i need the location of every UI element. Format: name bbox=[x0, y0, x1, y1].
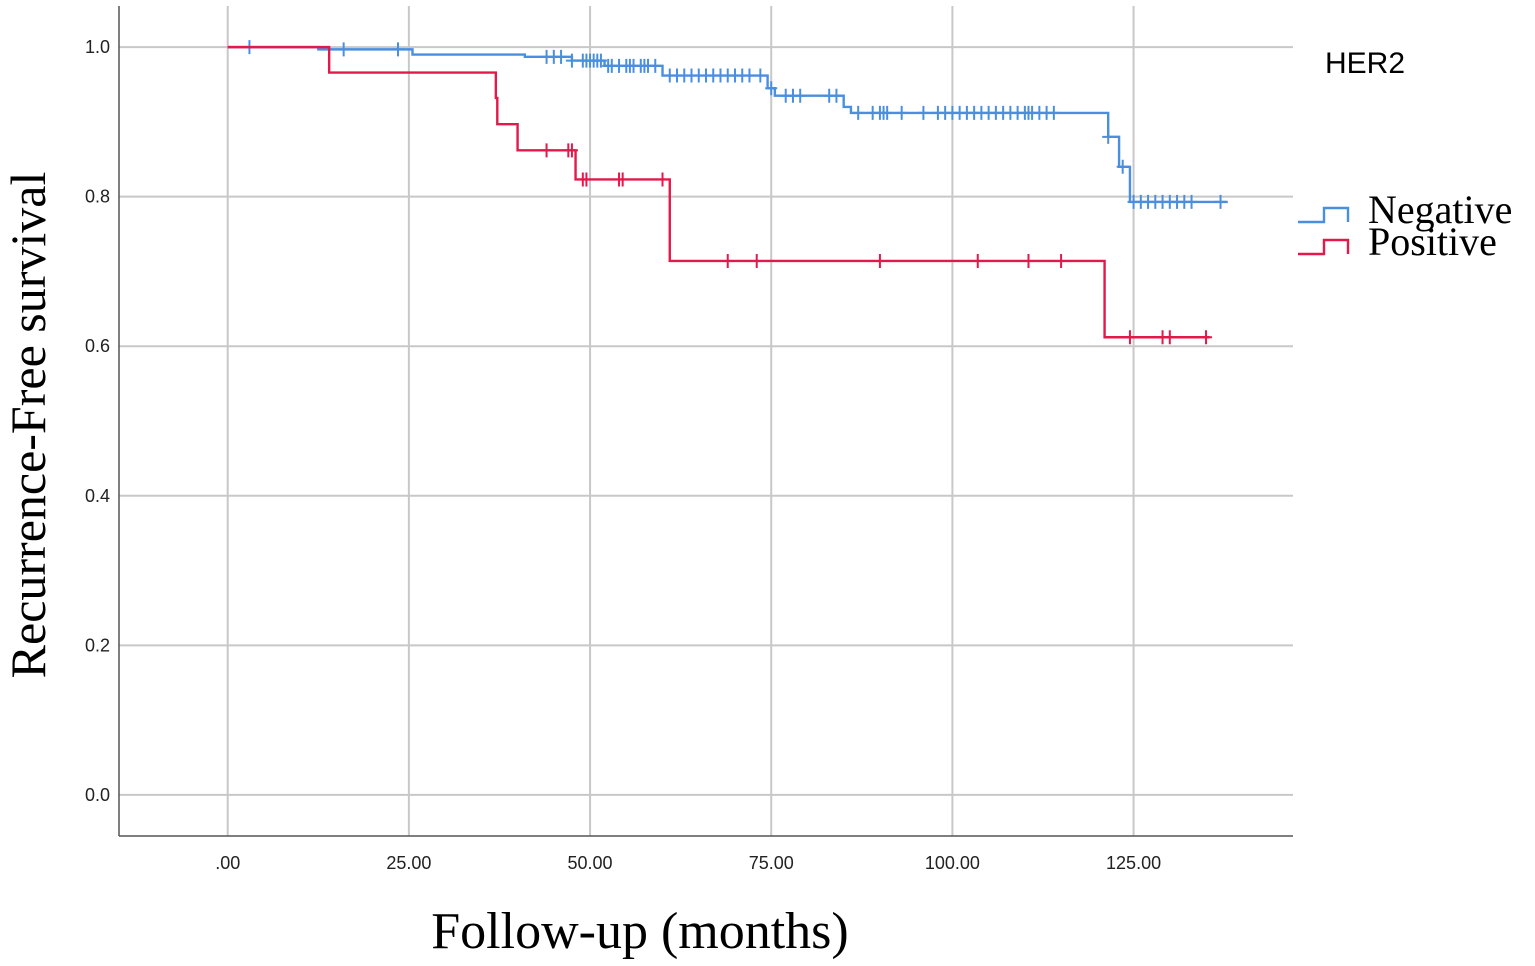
censor-mark-negative bbox=[1116, 159, 1129, 174]
censor-mark-negative bbox=[1214, 194, 1227, 209]
grid-layer bbox=[119, 6, 1293, 836]
series-negative bbox=[227, 40, 1228, 209]
legend-swatch bbox=[1298, 238, 1350, 256]
censor-mark-positive bbox=[721, 253, 734, 268]
censor-mark-negative bbox=[337, 42, 350, 57]
legend-swatch bbox=[1298, 206, 1350, 224]
censor-mark-positive bbox=[616, 172, 629, 187]
censor-mark-negative bbox=[917, 105, 930, 120]
legend-label: Negative bbox=[1368, 187, 1512, 232]
axes-layer bbox=[118, 6, 1293, 837]
series-layer bbox=[227, 40, 1228, 345]
x-tick-label: 25.00 bbox=[386, 853, 431, 873]
legend-item-negative: Negative bbox=[1298, 187, 1512, 232]
series-positive bbox=[227, 45, 1213, 345]
censor-mark-negative bbox=[1102, 129, 1115, 144]
y-tick-label: 0.4 bbox=[85, 486, 110, 506]
y-tick-label: 0.2 bbox=[85, 635, 110, 655]
x-tick-label: 50.00 bbox=[568, 853, 613, 873]
legend-title: HER2 bbox=[1325, 47, 1405, 80]
x-tick-label: .00 bbox=[215, 853, 240, 873]
x-tick-label: 75.00 bbox=[749, 853, 794, 873]
censor-mark-negative bbox=[895, 105, 908, 120]
censor-mark-positive bbox=[580, 172, 593, 187]
censor-mark-negative bbox=[555, 49, 568, 64]
censor-mark-positive bbox=[873, 253, 886, 268]
y-tick-label: 0.6 bbox=[85, 336, 110, 356]
censor-mark-positive bbox=[656, 172, 669, 187]
censor-mark-negative bbox=[830, 88, 843, 103]
censor-mark-positive bbox=[1055, 253, 1068, 268]
censor-mark-positive bbox=[750, 253, 763, 268]
censor-mark-positive bbox=[1163, 330, 1176, 345]
censor-mark-positive bbox=[1200, 330, 1213, 345]
censor-mark-negative bbox=[1185, 194, 1198, 209]
censor-mark-negative bbox=[765, 81, 778, 96]
y-tick-label: 0.0 bbox=[85, 785, 110, 805]
censor-mark-positive bbox=[540, 143, 553, 158]
censor-mark-negative bbox=[754, 68, 767, 83]
censor-mark-negative bbox=[649, 58, 662, 73]
tick-labels: .00 25.00 50.00 75.00 100.00 125.00 0.0 0.2 0.4 0… bbox=[85, 37, 1161, 873]
censor-mark-negative bbox=[743, 68, 756, 83]
legend-label: Positive bbox=[1368, 219, 1497, 264]
x-tick-label: 100.00 bbox=[925, 853, 980, 873]
censor-mark-negative bbox=[881, 105, 894, 120]
survival-curve-positive bbox=[227, 45, 1210, 339]
y-tick-label: 1.0 bbox=[85, 37, 110, 57]
censor-mark-positive bbox=[565, 143, 578, 158]
censor-mark-negative bbox=[565, 53, 578, 68]
y-axis-title: Recurrence-Free survival bbox=[0, 172, 56, 679]
y-tick-label: 0.8 bbox=[85, 187, 110, 207]
censor-mark-negative bbox=[852, 105, 865, 120]
censor-mark-negative bbox=[1047, 105, 1060, 120]
censor-mark-positive bbox=[971, 253, 984, 268]
censor-mark-positive bbox=[1022, 253, 1035, 268]
legend-item-positive: Positive bbox=[1298, 219, 1497, 264]
x-tick-label: 125.00 bbox=[1106, 853, 1161, 873]
x-axis-title: Follow-up (months) bbox=[431, 903, 848, 960]
censor-mark-positive bbox=[1123, 330, 1136, 345]
censor-mark-negative bbox=[794, 88, 807, 103]
censor-mark-negative bbox=[594, 53, 607, 68]
censor-mark-negative bbox=[392, 42, 405, 57]
